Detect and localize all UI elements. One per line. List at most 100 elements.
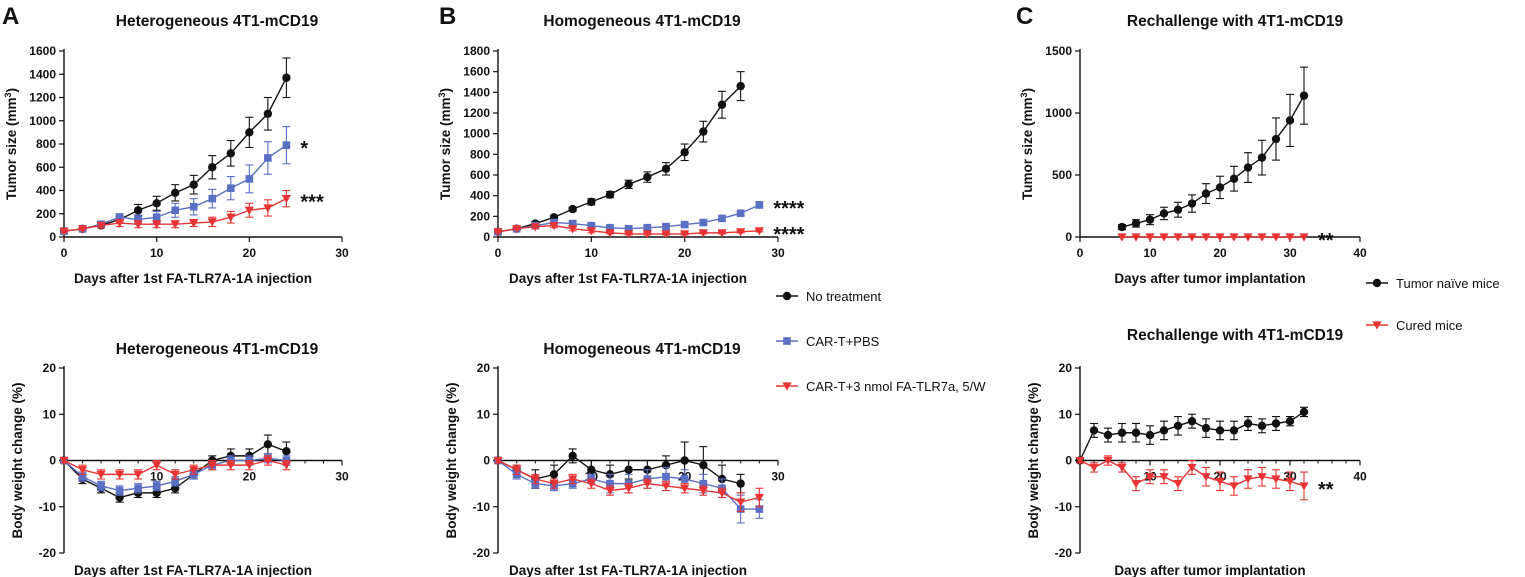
data-point: [1131, 428, 1141, 437]
y-axis-label-sup: 3: [437, 92, 447, 97]
legend-treatments: No treatment CAR-T+PBS CAR-T+3 nmol FA-TLR…: [776, 289, 986, 394]
data-point: [189, 180, 198, 189]
significance-annotation: ****: [773, 198, 804, 220]
data-point: [152, 220, 162, 229]
data-point: [1173, 205, 1183, 214]
data-point: [189, 466, 199, 475]
data-point: [152, 482, 161, 490]
data-point: [244, 461, 254, 470]
y-axis-label: Tumor size (mm3): [1019, 88, 1035, 200]
data-point: [115, 470, 125, 479]
data-point: [133, 206, 143, 215]
x-axis-label: Days after 1st FA-TLR7A-1A injection: [74, 271, 312, 286]
y-tick-label: 0: [483, 454, 490, 468]
data-point: [736, 228, 746, 237]
data-point: [1187, 199, 1197, 208]
data-point: [1229, 233, 1239, 242]
x-tick-label: 10: [150, 470, 164, 484]
data-point: [754, 227, 764, 236]
x-tick-label: 20: [678, 246, 692, 260]
data-point: [698, 229, 708, 238]
legend-label: CAR-T+PBS: [806, 334, 880, 349]
data-point: [1201, 233, 1211, 242]
y-tick-label: -20: [39, 546, 57, 560]
data-point: [1243, 163, 1253, 172]
data-point: [699, 479, 708, 488]
data-point: [1243, 233, 1253, 242]
data-point: [152, 461, 162, 470]
y-tick-label: 0: [1065, 454, 1072, 468]
data-point: [115, 486, 124, 495]
data-point: [568, 219, 577, 228]
data-point: [586, 480, 596, 489]
y-tick-label: 0: [1065, 230, 1072, 244]
data-point: [171, 206, 179, 215]
x-axis-label: Days after 1st FA-TLR7A-1A injection: [509, 271, 747, 286]
data-point: [568, 451, 577, 461]
data-point: [152, 199, 161, 208]
data-point: [1285, 416, 1295, 426]
data-point: [244, 206, 254, 215]
y-tick-label: 0: [49, 454, 56, 468]
chart-title: Homogeneous 4T1-mCD19: [543, 341, 741, 358]
chart-B-bottom: Homogeneous 4T1-mCD19-20-1001020102030Da…: [444, 341, 785, 577]
data-point: [1215, 477, 1225, 486]
data-point: [512, 225, 522, 234]
y-tick-label: 800: [36, 137, 56, 151]
series-car-t-3-nmol-fa-tlr7a-5-w: [493, 222, 764, 239]
data-point: [227, 184, 235, 192]
y-tick-label: 0: [483, 230, 490, 244]
x-tick-label: 30: [335, 470, 349, 484]
data-point: [1173, 421, 1183, 431]
series-cured-mice: [1117, 233, 1309, 242]
data-point: [643, 172, 652, 182]
x-tick-label: 30: [1283, 246, 1297, 260]
data-point: [1285, 116, 1295, 125]
significance-annotation: ***: [300, 192, 324, 214]
series-line: [497, 85, 742, 233]
data-point: [152, 213, 161, 222]
data-point: [1173, 480, 1183, 489]
x-tick-label: 10: [1143, 246, 1157, 260]
data-point: [755, 505, 764, 513]
data-point: [1257, 153, 1267, 162]
y-axis-label-end: ): [438, 88, 453, 93]
data-point: [1229, 482, 1239, 491]
data-point: [606, 223, 614, 232]
y-axis-label-text: Tumor size (mm: [1020, 98, 1035, 201]
data-point: [133, 470, 143, 479]
data-point: [662, 472, 670, 481]
x-axis-label: Days after tumor implantation: [1114, 271, 1305, 286]
data-point: [717, 100, 727, 109]
series-car-t-3-nmol-fa-tlr7a-5-w: [59, 189, 291, 236]
y-tick-label: 10: [43, 407, 57, 421]
y-tick-label: 400: [470, 189, 490, 203]
data-point: [736, 498, 746, 507]
data-point: [661, 482, 671, 491]
data-point: [1299, 233, 1309, 242]
chart-title: Heterogeneous 4T1-mCD19: [116, 13, 319, 30]
series-cured-mice: [1075, 455, 1309, 501]
data-point: [1145, 430, 1155, 440]
significance-annotation: ****: [773, 224, 804, 246]
data-point: [263, 440, 273, 449]
data-point: [754, 493, 764, 503]
data-point: [1257, 233, 1267, 242]
x-tick-label: 20: [1213, 246, 1227, 260]
data-point: [1215, 183, 1225, 192]
significance-annotation: *: [300, 138, 308, 160]
data-point: [680, 484, 690, 493]
data-point: [1145, 473, 1155, 482]
data-point: [115, 219, 125, 228]
data-point: [605, 190, 615, 199]
series-car-t-3-nmol-fa-tlr7a-5-w: [493, 456, 764, 512]
x-tick-label: 30: [771, 246, 785, 260]
y-tick-label: 1200: [29, 91, 56, 105]
y-axis-label: Tumor size (mm3): [437, 88, 453, 200]
legend-mice: Tumor naïve mice Cured mice: [1366, 276, 1500, 333]
data-point: [1215, 233, 1225, 242]
data-point: [207, 218, 217, 227]
data-point: [1159, 473, 1169, 482]
chart-title: Homogeneous 4T1-mCD19: [543, 13, 741, 30]
data-point: [133, 220, 143, 229]
